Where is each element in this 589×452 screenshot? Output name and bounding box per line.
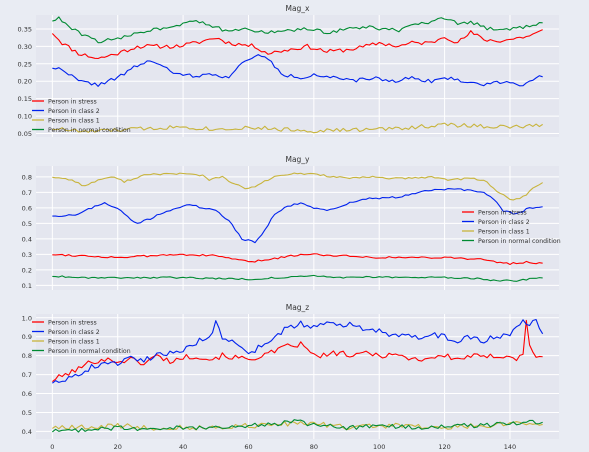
y-tick-label: 0.8 <box>22 352 32 360</box>
plot-area <box>36 314 559 439</box>
series-line-person-in-class-2 <box>52 54 543 87</box>
y-tick-label: 1.0 <box>22 314 32 322</box>
y-tick-label: 0.25 <box>18 60 32 68</box>
series-line-person-in-class-2 <box>52 188 543 244</box>
x-tick-label: 60 <box>244 443 252 451</box>
y-tick-label: 0.2 <box>22 266 32 274</box>
y-tick-label: 0.15 <box>18 95 32 103</box>
legend: Person in stress Person in class 2 Person … <box>462 209 561 245</box>
series-line-person-in-class-1 <box>52 172 543 201</box>
y-tick-label: 0.20 <box>18 78 32 86</box>
legend: Person in stress Person in class 2 Person … <box>32 319 131 355</box>
y-tick-label: 0.6 <box>22 390 32 398</box>
series-line-person-in-class-2 <box>51 318 544 384</box>
chart-panel-mag-z: 0.4 0.5 0.6 0.7 0.8 0.9 1.0 0 20 40 60 80 100 120 140 M… <box>22 303 559 451</box>
legend-label: Person in class 1 <box>48 338 100 345</box>
y-tick-label: 0.6 <box>22 204 32 212</box>
y-tick-label: 0.1 <box>22 282 32 290</box>
chart-title: Mag_x <box>285 4 310 13</box>
legend: Person in stress Person in class 2 Person … <box>32 98 131 134</box>
series-line-person-in-normal-condition <box>52 274 543 282</box>
y-tick-label: 0.9 <box>22 333 32 341</box>
chart-panel-mag-x: 0.05 0.10 0.15 0.20 0.25 0.30 0.35 Mag_x Person … <box>18 4 559 138</box>
chart-title: Mag_y <box>285 155 310 164</box>
legend-label: Person in stress <box>48 98 97 105</box>
legend-label: Person in stress <box>48 319 97 326</box>
legend-label: Person in class 2 <box>48 329 100 336</box>
series-line-person-in-stress <box>52 253 543 266</box>
y-tick-label: 0.05 <box>18 130 32 138</box>
x-tick-label: 140 <box>504 443 516 451</box>
y-tick-label: 0.7 <box>22 189 32 197</box>
y-tick-label: 0.35 <box>18 25 32 33</box>
y-tick-label: 0.4 <box>22 428 32 436</box>
y-tick-label: 0.5 <box>22 220 32 228</box>
plot-area <box>36 15 559 137</box>
x-tick-label: 20 <box>114 443 122 451</box>
y-tick-label: 0.3 <box>22 251 32 259</box>
legend-label: Person in normal condition <box>48 348 131 355</box>
legend-label: Person in class 2 <box>478 219 530 226</box>
legend-label: Person in class 2 <box>48 108 100 115</box>
y-tick-label: 0.10 <box>18 113 32 121</box>
y-tick-label: 0.4 <box>22 235 32 243</box>
y-tick-label: 0.7 <box>22 371 32 379</box>
y-tick-label: 0.8 <box>22 173 32 181</box>
x-tick-label: 100 <box>373 443 385 451</box>
x-tick-label: 0 <box>50 443 54 451</box>
legend-label: Person in normal condition <box>478 238 561 245</box>
x-tick-label: 40 <box>179 443 187 451</box>
plot-area <box>36 166 559 290</box>
chart-title: Mag_z <box>286 303 310 312</box>
series-line-person-in-normal-condition <box>52 16 543 44</box>
chart-panel-mag-y: 0.1 0.2 0.3 0.4 0.5 0.6 0.7 0.8 Mag_y Person in s… <box>22 155 561 290</box>
y-tick-label: 0.30 <box>18 43 32 51</box>
legend-label: Person in class 1 <box>478 228 530 235</box>
legend-label: Person in class 1 <box>48 117 100 124</box>
x-tick-label: 80 <box>310 443 318 451</box>
legend-label: Person in normal condition <box>48 127 131 134</box>
legend-label: Person in stress <box>478 209 527 216</box>
series-line-person-in-stress <box>51 29 543 60</box>
y-tick-label: 0.5 <box>22 409 32 417</box>
series-line-person-in-class-1 <box>52 122 543 134</box>
x-tick-label: 120 <box>438 443 450 451</box>
series-line-person-in-normal-condition <box>51 419 543 433</box>
